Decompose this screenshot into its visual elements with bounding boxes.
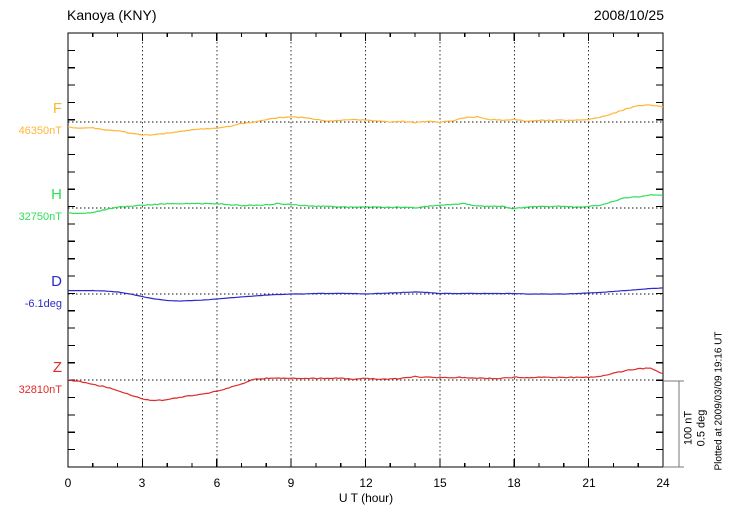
scalebar-caption: 100 nT 0.5 deg [682, 410, 707, 447]
trace-Z [67, 367, 664, 402]
page-title: Kanoya (KNY) [67, 7, 157, 23]
series-letter-H: H [51, 186, 62, 203]
plotted-at-note: Plotted at 2009/03/09 19:16 UT [713, 331, 725, 471]
x-tick-18: 18 [507, 476, 521, 490]
series-baseline-F: 46350nT [18, 125, 62, 137]
scalebar-caption-deg: 0.5 deg [695, 409, 707, 447]
date-label: 2008/10/25 [593, 7, 664, 23]
scalebar-caption-nt: 100 nT [682, 410, 695, 446]
x-tick-9: 9 [287, 476, 295, 490]
x-tick-0: 0 [64, 476, 72, 490]
series-letter-D: D [51, 273, 62, 290]
series-baseline-Z: 32810nT [18, 384, 62, 396]
series-letter-F: F [52, 100, 62, 117]
series-baseline-H: 32750nT [18, 211, 62, 223]
trace-H [67, 194, 664, 214]
series-baseline-D: -6.1deg [24, 298, 62, 310]
x-tick-15: 15 [433, 476, 447, 490]
x-tick-24: 24 [656, 476, 670, 490]
trace-F [67, 104, 664, 136]
x-tick-3: 3 [138, 476, 146, 490]
x-tick-6: 6 [213, 476, 221, 490]
trace-D [67, 287, 663, 302]
x-tick-12: 12 [359, 476, 373, 490]
x-tick-21: 21 [582, 476, 596, 490]
x-axis-label: U T (hour) [338, 491, 394, 505]
series-letter-Z: Z [52, 359, 62, 376]
